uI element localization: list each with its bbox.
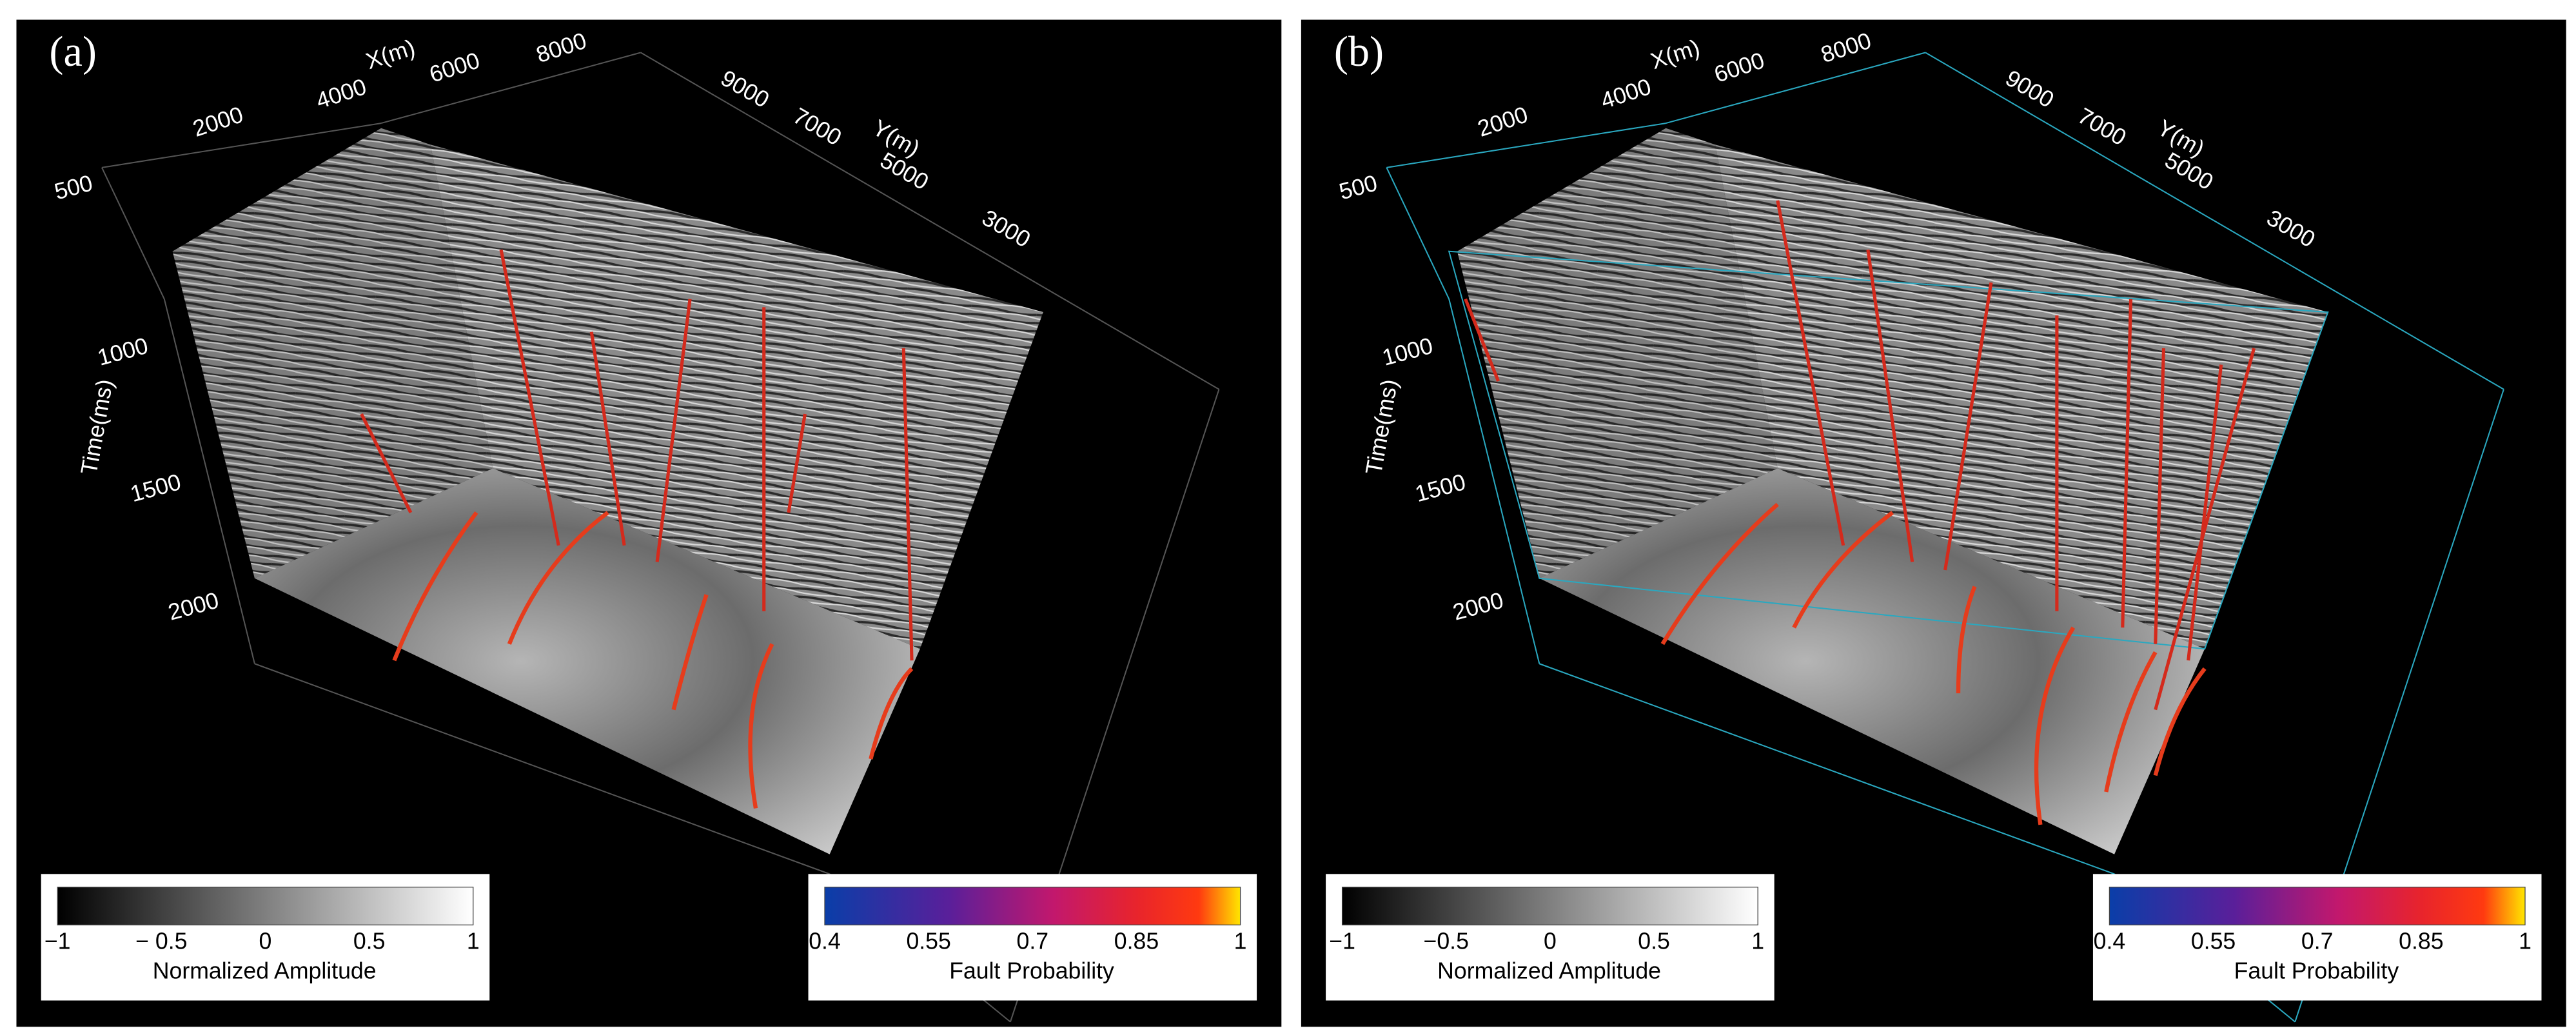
colorbar-tick-label: − 0.5 — [135, 929, 187, 954]
fault — [499, 249, 560, 546]
colorbar-gradient — [824, 887, 1241, 925]
box-edge — [101, 167, 165, 300]
box-edge — [380, 52, 641, 124]
colorbar-gradient — [1341, 887, 1758, 925]
floor-fault — [392, 511, 478, 662]
floor-fault — [1956, 586, 1977, 694]
floor-fault — [869, 667, 914, 760]
colorbar-tick-label: 0.7 — [1017, 929, 1049, 954]
floor-fault — [1660, 502, 1779, 646]
crossline-slice — [430, 144, 1043, 649]
box-edge — [101, 123, 382, 168]
box-edge — [1386, 167, 1450, 300]
colorbar-tick-label: 1 — [1751, 929, 1764, 954]
floor-fault — [507, 511, 609, 645]
colorbar-tick-label: 0.5 — [1638, 929, 1670, 954]
crossline-slice — [1715, 144, 2328, 649]
fault — [901, 348, 914, 661]
colorbar-tick-label: 0.4 — [809, 929, 841, 954]
floor-fault — [1792, 511, 1894, 629]
colorbar-tick-label: 0.7 — [2301, 929, 2334, 954]
colorbar-tick-label: 1 — [467, 929, 480, 954]
colorbar-tick-label: 1 — [2519, 929, 2532, 954]
floor-fault — [2104, 651, 2158, 793]
fault — [787, 413, 807, 513]
colorbar-tick-label: 0 — [1544, 929, 1557, 954]
panel-label: (b) — [1334, 28, 1384, 75]
box-edge — [163, 299, 255, 664]
colorbar-gradient — [2109, 887, 2526, 925]
colorbar-tick-label: 1 — [1234, 929, 1247, 954]
fault — [1464, 298, 1500, 382]
box-edge — [1925, 52, 2504, 390]
colorbar: 0.4 0.55 0.7 0.85 1 Fault Probability — [2092, 874, 2542, 1001]
floor-fault — [2034, 626, 2076, 825]
colorbar-tick-label: 0.55 — [906, 929, 950, 954]
fault — [360, 413, 413, 513]
cyan-frame — [1448, 250, 2329, 650]
colorbar-label: Normalized Amplitude — [1437, 958, 1661, 984]
colorbar: −1 − 0.5 0 0.5 1 Normalized Amplitude — [41, 874, 490, 1001]
colorbar: 0.4 0.55 0.7 0.85 1 Fault Probability — [808, 874, 1257, 1001]
fault — [1776, 200, 1845, 546]
colorbar: −1 −0.5 0 0.5 1 Normalized Amplitude — [1326, 874, 1775, 1001]
fault — [2121, 299, 2133, 628]
fault — [1943, 282, 1993, 571]
floor-fault — [2153, 667, 2207, 776]
colorbar-tick-label: 0.85 — [1114, 929, 1159, 954]
fault — [655, 299, 692, 562]
box-edge — [1386, 123, 1666, 168]
colorbar-tick-label: 0.4 — [2094, 929, 2126, 954]
inline-slice — [1457, 128, 1778, 578]
box-edge — [640, 52, 1220, 390]
box-edge — [254, 663, 831, 875]
floor-slice — [254, 468, 920, 854]
colorbar-label: Fault Probability — [2234, 958, 2399, 984]
inline-slice — [172, 128, 493, 578]
box-edge — [1539, 663, 2115, 875]
fault — [589, 331, 626, 546]
box-edge — [1666, 52, 1926, 124]
colorbar-gradient — [57, 887, 474, 925]
colorbar-tick-label: 0.55 — [2191, 929, 2236, 954]
colorbar-tick-label: 0.5 — [353, 929, 386, 954]
fault — [2187, 364, 2223, 661]
colorbar-tick-label: −1 — [44, 929, 71, 954]
panel-label: (a) — [49, 28, 97, 75]
colorbar-tick-label: 0 — [259, 929, 272, 954]
floor-fault — [748, 643, 774, 809]
floor-fault — [671, 594, 709, 711]
colorbar-tick-label: 0.85 — [2399, 929, 2443, 954]
fault — [2154, 348, 2256, 711]
colorbar-tick-label: −1 — [1329, 929, 1355, 954]
colorbar-label: Normalized Amplitude — [153, 958, 377, 984]
box-edge — [1448, 299, 1540, 664]
colorbar-label: Fault Probability — [949, 958, 1114, 984]
fault — [2154, 348, 2166, 644]
colorbar-tick-label: −0.5 — [1424, 929, 1469, 954]
fault — [1866, 249, 1914, 562]
